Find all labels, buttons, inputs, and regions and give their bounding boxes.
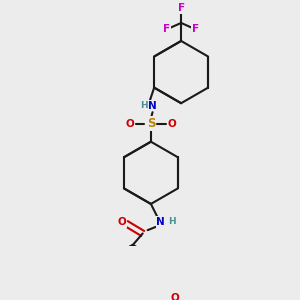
- Text: N: N: [148, 101, 157, 111]
- Text: F: F: [163, 25, 170, 34]
- Text: H: H: [140, 101, 148, 110]
- Text: O: O: [125, 119, 134, 129]
- Text: F: F: [178, 3, 185, 13]
- Text: N: N: [156, 217, 165, 227]
- Text: O: O: [168, 119, 177, 129]
- Text: F: F: [192, 25, 200, 34]
- Text: O: O: [170, 293, 179, 300]
- Text: S: S: [147, 117, 155, 130]
- Text: O: O: [117, 217, 126, 227]
- Text: H: H: [168, 218, 176, 226]
